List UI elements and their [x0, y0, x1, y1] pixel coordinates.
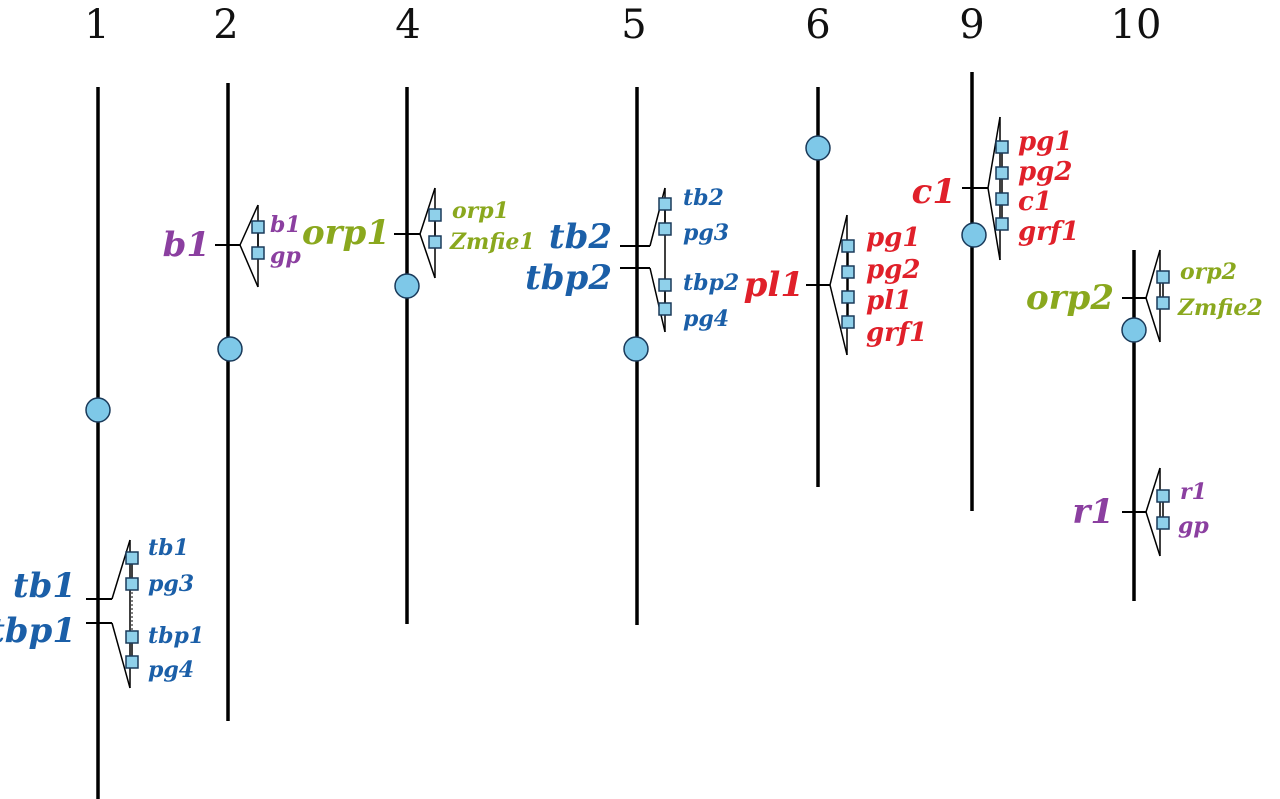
gene-label: tb2 — [683, 185, 724, 211]
zoom-bracket — [239, 204, 259, 288]
chromosome-10: 10 orp2 r1 orp2 Zmfie2 r1 gp — [1026, 2, 1263, 601]
gene-label: pl1 — [866, 286, 912, 316]
zoom-bracket — [829, 214, 848, 356]
gene-label: pg2 — [1018, 157, 1072, 187]
chromosome-4: 4 orp1 orp1 Zmfie1 — [302, 2, 535, 624]
marker-square — [251, 246, 265, 260]
locus-label: pl1 — [744, 265, 804, 305]
locus-label: orp2 — [1026, 278, 1114, 318]
gene-label: pg2 — [866, 255, 920, 285]
gene-label: pg1 — [866, 223, 920, 253]
gene-label: pg4 — [148, 657, 194, 683]
marker-square — [1156, 296, 1170, 310]
locus-label: tbp2 — [525, 258, 612, 298]
gene-label: tbp1 — [148, 623, 204, 649]
zoom-bracket — [419, 187, 436, 279]
chromosome-number: 1 — [84, 2, 109, 48]
gene-label: grf1 — [1018, 217, 1079, 247]
gene-label: b1 — [270, 212, 301, 238]
marker-square — [995, 166, 1009, 180]
marker-square — [428, 208, 442, 222]
locus-label: c1 — [912, 172, 956, 212]
marker-square — [995, 140, 1009, 154]
gene-label: Zmfie1 — [449, 229, 535, 255]
centromere — [961, 222, 987, 248]
gene-label: pg1 — [1018, 127, 1072, 157]
marker-square — [658, 302, 672, 316]
gene-label: gp — [270, 243, 301, 269]
gene-label: grf1 — [866, 318, 927, 348]
chromosome-6: 6 pl1 pg1 pg2 pl1 grf1 — [744, 2, 927, 487]
marker-square — [125, 577, 139, 591]
marker-square — [841, 290, 855, 304]
marker-square — [125, 551, 139, 565]
centromere — [217, 336, 243, 362]
chromosome-number: 5 — [621, 2, 646, 48]
marker-square — [841, 315, 855, 329]
locus-label: tb1 — [13, 566, 76, 606]
marker-square — [995, 217, 1009, 231]
marker-square — [1156, 489, 1170, 503]
gene-label: r1 — [1180, 479, 1207, 505]
marker-square — [428, 235, 442, 249]
chromosome-5: 5 tb2 tbp2 tb2 pg3 tbp2 pg4 — [525, 2, 739, 625]
zoom-bracket — [1145, 467, 1161, 557]
centromere — [394, 273, 420, 299]
chromosome-9: 9 c1 pg1 pg2 c1 grf1 — [912, 2, 1079, 511]
chromosome-2: 2 b1 b1 gp — [163, 2, 301, 721]
marker-square — [658, 222, 672, 236]
chromosome-number: 2 — [213, 2, 238, 48]
locus-label: tbp1 — [0, 611, 76, 651]
marker-square — [251, 220, 265, 234]
locus-label: orp1 — [302, 213, 390, 253]
chromosome-number: 4 — [395, 2, 420, 48]
gene-label: pg3 — [683, 220, 729, 246]
gene-label: tb1 — [148, 535, 189, 561]
chromosome-number: 10 — [1111, 2, 1162, 48]
gene-label: orp2 — [1180, 259, 1237, 285]
locus-label: tb2 — [549, 217, 612, 257]
marker-square — [995, 192, 1009, 206]
chromosome-number: 6 — [805, 2, 830, 48]
marker-square — [658, 278, 672, 292]
marker-square — [658, 197, 672, 211]
marker-square — [1156, 270, 1170, 284]
gene-label: pg4 — [683, 306, 729, 332]
marker-square — [125, 630, 139, 644]
centromere — [623, 336, 649, 362]
gene-label: Zmfie2 — [1177, 295, 1263, 321]
gene-label: gp — [1178, 513, 1209, 539]
zoom-bracket — [1145, 249, 1161, 343]
gene-label: c1 — [1018, 187, 1052, 217]
marker-square — [1156, 516, 1170, 530]
marker-square — [841, 265, 855, 279]
locus-label: b1 — [163, 225, 210, 265]
zoom-bracket — [987, 116, 1001, 261]
centromere — [805, 135, 831, 161]
gene-label: tbp2 — [683, 270, 739, 296]
chromosome-1: 1 tb1 tbp1 tb1 pg3 tbp1 pg4 — [0, 2, 204, 799]
chromosome-number: 9 — [959, 2, 984, 48]
centromere — [85, 397, 111, 423]
locus-label: r1 — [1072, 492, 1114, 532]
marker-square — [841, 239, 855, 253]
gene-label: orp1 — [452, 198, 509, 224]
marker-square — [125, 655, 139, 669]
centromere — [1121, 317, 1147, 343]
gene-label: pg3 — [148, 571, 194, 597]
